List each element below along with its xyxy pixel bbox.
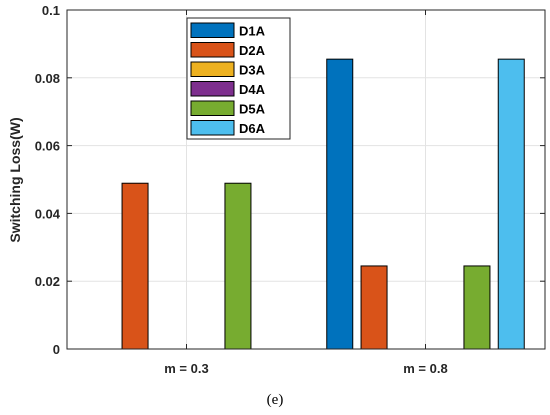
bar-d2a-2 [360,265,388,350]
x-tick-label: m = 0.3 [164,361,208,376]
y-tick-label: 0.1 [42,3,60,18]
x-axis-ticks: m = 0.3 m = 0.8 [164,10,448,376]
legend-swatch-d6a [190,120,235,136]
legend-swatch-d3a [190,61,235,77]
y-tick-label: 0 [53,342,60,357]
legend-label-d1a: D1A [239,24,266,39]
y-tick-label: 0.08 [35,71,60,86]
legend-label-d3a: D3A [239,63,266,78]
bar-group [121,58,525,350]
legend-box [186,17,291,140]
bar-d5a-1 [224,182,252,350]
legend-label-d6a: D6A [239,121,266,136]
plot-frame [66,9,546,350]
legend-label-d2a: D2A [239,43,266,58]
y-tick-label: 0.06 [35,139,60,154]
bar-d6a-2 [497,58,525,350]
legend-swatch-d4a [190,81,235,97]
bar-d5a-2 [463,265,491,350]
y-tick-label: 0.02 [35,274,60,289]
legend-label-d4a: D4A [239,82,266,97]
y-axis-ticks: 0 0.02 0.04 0.06 0.08 0.1 [35,3,545,357]
legend: D1A D2A D3A D4A D5A D6A [186,17,291,140]
y-tick-label: 0.04 [35,206,61,221]
y-axis-label: Switching Loss(W) [7,117,23,242]
legend-swatch-d2a [190,42,235,58]
legend-swatch-d1a [190,22,235,38]
figure-caption: (e) [267,392,284,408]
bar-d2a-1 [121,182,149,350]
legend-swatch-d5a [190,100,235,116]
legend-label-d5a: D5A [239,102,266,117]
bar-d1a-2 [326,58,354,350]
x-tick-label: m = 0.8 [403,361,447,376]
